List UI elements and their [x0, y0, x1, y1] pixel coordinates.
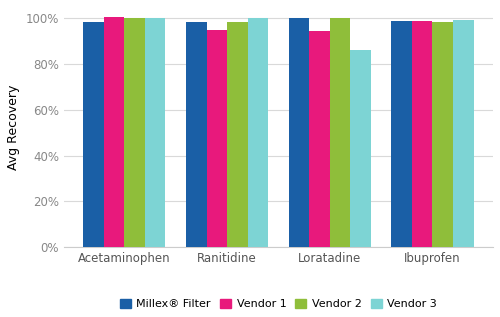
Bar — [248, 18, 268, 247]
Y-axis label: Avg Recovery: Avg Recovery — [7, 84, 20, 170]
Bar — [124, 18, 145, 247]
Bar — [392, 21, 412, 247]
Bar — [288, 18, 309, 247]
Bar — [330, 18, 350, 247]
Bar — [432, 22, 453, 247]
Bar — [350, 50, 371, 247]
Bar — [104, 17, 124, 247]
Bar — [206, 30, 227, 247]
Bar — [186, 22, 206, 247]
Legend: Millex® Filter, Vendor 1, Vendor 2, Vendor 3: Millex® Filter, Vendor 1, Vendor 2, Vend… — [116, 294, 442, 314]
Bar — [84, 22, 104, 247]
Bar — [309, 31, 330, 247]
Bar — [145, 18, 166, 247]
Bar — [453, 20, 473, 247]
Bar — [412, 21, 432, 247]
Bar — [227, 22, 248, 247]
